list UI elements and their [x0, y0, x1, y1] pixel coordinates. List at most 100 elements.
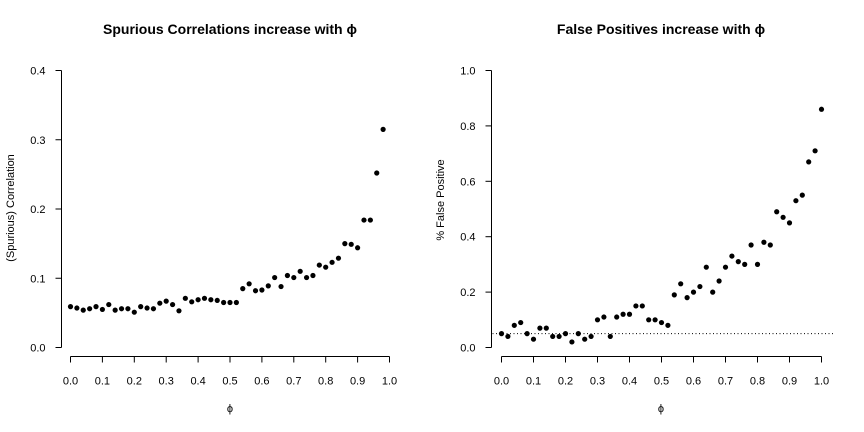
- correlation-data-point: [74, 305, 80, 311]
- false-positive-data-point: [812, 148, 818, 154]
- correlation-data-point: [342, 241, 348, 247]
- correlation-data-point: [125, 306, 131, 312]
- false-positive-data-point: [646, 317, 652, 323]
- false-positive-chart-title: False Positives increase with ϕ: [557, 21, 765, 37]
- false-positive-data-point: [793, 198, 799, 204]
- false-positive-data-point: [607, 333, 613, 340]
- correlation-data-point: [291, 274, 297, 281]
- correlation-data-point: [284, 272, 291, 279]
- false-positive-data-point: [614, 314, 620, 320]
- false-positive-data-point: [633, 303, 639, 309]
- false-positive-data-point: [780, 214, 786, 220]
- false-positive-data-point: [716, 278, 722, 284]
- false-positive-data-point: [537, 325, 543, 331]
- correlation-y-tick-label: 0.0: [30, 343, 45, 355]
- false-positive-y-axis-label: % False Positive: [435, 159, 447, 240]
- correlation-data-point: [118, 306, 125, 312]
- false-positive-x-tick-label: 1.0: [814, 376, 829, 388]
- correlation-x-tick-label: 1.0: [382, 376, 397, 388]
- false-positive-y-tick-label: 1.0: [460, 66, 475, 78]
- false-positive-points: [498, 106, 825, 345]
- correlation-data-point: [87, 306, 93, 312]
- correlation-data-point: [355, 245, 361, 251]
- correlation-data-point: [163, 298, 169, 304]
- false-positive-x-tick-label: 0.8: [750, 376, 765, 388]
- false-positive-data-point: [767, 242, 773, 248]
- correlation-data-point: [131, 309, 137, 315]
- correlation-data-point: [227, 299, 233, 306]
- correlation-x-tick-label: 0.0: [63, 376, 78, 388]
- correlation-data-point: [195, 297, 201, 303]
- false-positive-data-point: [594, 317, 601, 323]
- false-positive-data-point: [748, 242, 754, 248]
- correlation-data-point: [272, 274, 278, 281]
- false-positive-data-point: [710, 289, 716, 295]
- false-positive-data-point: [703, 264, 709, 270]
- false-positive-x-tick-label: 0.5: [654, 376, 669, 388]
- false-positive-data-point: [556, 333, 562, 340]
- false-positive-data-point: [671, 292, 677, 298]
- false-positive-data-point: [652, 317, 658, 323]
- correlation-data-point: [208, 297, 214, 303]
- false-positive-data-point: [697, 283, 703, 290]
- correlation-data-point: [259, 287, 265, 293]
- correlation-y-tick-label: 0.1: [30, 273, 45, 285]
- correlation-data-point: [246, 281, 252, 287]
- correlation-data-point: [278, 283, 284, 290]
- correlation-data-point: [93, 304, 99, 310]
- false-positive-data-point: [620, 311, 626, 317]
- correlation-points: [67, 126, 386, 315]
- correlation-data-point: [380, 126, 386, 132]
- correlation-data-point: [221, 299, 227, 306]
- false-positive-x-tick-label: 0.9: [782, 376, 797, 388]
- false-positive-x-axis-label: ϕ: [658, 403, 664, 415]
- correlation-data-point: [67, 304, 74, 310]
- correlation-data-point: [233, 299, 239, 306]
- correlation-x-tick-label: 0.1: [95, 376, 110, 388]
- false-positive-x-tick-label: 0.6: [686, 376, 701, 388]
- correlation-data-point: [367, 217, 373, 223]
- correlation-data-point: [316, 262, 322, 268]
- correlation-x-axis-label: ϕ: [227, 403, 233, 415]
- correlation-x-tick-label: 0.3: [159, 376, 174, 388]
- false-positive-data-point: [524, 331, 530, 337]
- false-positive-data-point: [742, 261, 748, 267]
- correlation-data-point: [374, 170, 380, 176]
- false-positive-data-point: [505, 333, 511, 340]
- false-positive-data-point: [626, 311, 633, 317]
- false-positive-data-point: [722, 264, 729, 270]
- correlation-data-point: [348, 241, 354, 247]
- correlation-axes: 0.0 0.1 0.2 0.3 0.4 0.5 0.6 0.7 0.8 0.9 1.0 0.0 0.1 0…: [30, 66, 397, 388]
- false-positive-data-point: [684, 295, 690, 301]
- false-positive-data-point: [543, 325, 549, 331]
- false-positive-data-point: [774, 209, 780, 215]
- correlation-data-point: [240, 286, 246, 292]
- correlation-x-tick-label: 0.4: [190, 376, 205, 388]
- correlation-data-point: [265, 283, 271, 289]
- correlation-data-point: [329, 259, 335, 265]
- correlation-x-tick-label: 0.7: [286, 376, 301, 388]
- correlation-data-point: [189, 299, 195, 305]
- correlation-data-point: [144, 305, 150, 311]
- correlation-y-tick-label: 0.4: [30, 66, 45, 78]
- false-positive-data-point: [658, 319, 665, 326]
- correlation-data-point: [182, 295, 188, 301]
- correlation-data-point: [310, 272, 316, 279]
- false-positive-data-point: [729, 253, 735, 259]
- false-positive-y-tick-label: 0.8: [460, 121, 475, 133]
- false-positive-x-tick-label: 0.2: [558, 376, 573, 388]
- false-positive-data-point: [562, 331, 569, 337]
- false-positive-x-tick-label: 0.3: [590, 376, 605, 388]
- correlation-data-point: [201, 295, 208, 301]
- false-positive-data-point: [818, 106, 825, 112]
- false-positive-data-point: [761, 239, 767, 245]
- false-positive-x-tick-label: 0.0: [494, 376, 509, 388]
- correlation-data-point: [303, 274, 310, 281]
- false-positive-data-point: [690, 289, 697, 295]
- correlation-x-tick-label: 0.5: [222, 376, 237, 388]
- correlation-x-tick-label: 0.2: [127, 376, 142, 388]
- false-positive-data-point: [588, 333, 594, 340]
- false-positive-y-tick-label: 0.6: [460, 176, 475, 188]
- false-positive-x-tick-label: 0.7: [718, 376, 733, 388]
